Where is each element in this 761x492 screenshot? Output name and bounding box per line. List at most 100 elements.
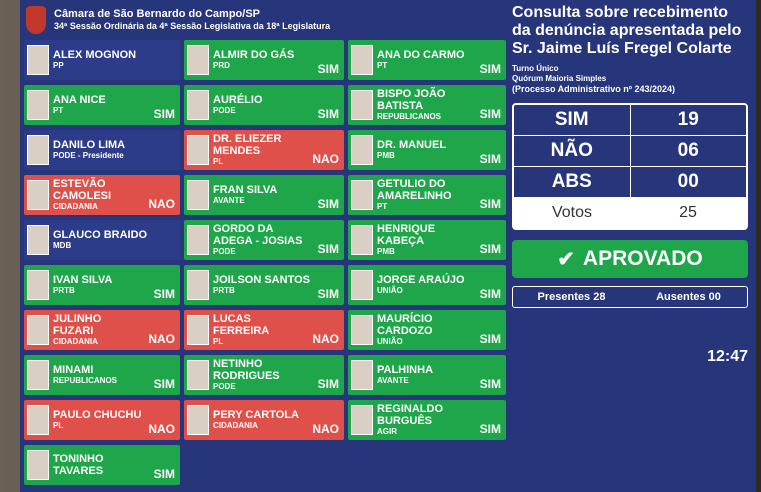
vote: SIM	[479, 377, 501, 391]
councillor-info: GETULIO DO AMARELINHO PT	[377, 178, 476, 212]
photo	[351, 180, 373, 210]
party: CIDADANIA	[53, 337, 98, 346]
councillor-info: ESTEVÃO CAMOLESI CIDADANIA	[53, 178, 144, 212]
councillor-row: ANA NICE PT SIM	[24, 85, 180, 125]
photo	[351, 315, 373, 345]
vote: SIM	[153, 287, 175, 301]
label: ABS	[514, 167, 631, 197]
councillor-name: TONINHO TAVARES	[53, 453, 104, 477]
photo	[187, 90, 209, 120]
party: PRD	[213, 61, 230, 70]
photo	[27, 315, 49, 345]
councillor-info: GLAUCO BRAIDO MDB	[53, 229, 171, 251]
councillor-row: BISPO JOÃO BATISTA REPUBLICANOS SIM	[348, 85, 506, 125]
photo	[27, 270, 49, 300]
councillor-row: MAURÍCIO CARDOZO UNIÃO SIM	[348, 310, 506, 350]
councillor-row: TONINHO TAVARES SIM	[24, 445, 180, 485]
councillor-info: DR. MANUEL PMB	[377, 139, 476, 161]
councillor-info: PAULO CHUCHU PL	[53, 409, 144, 431]
chamber-title: Câmara de São Bernardo do Campo/SP	[54, 8, 260, 20]
photo	[187, 405, 209, 435]
vote: SIM	[479, 242, 501, 256]
councillor-row: ALMIR DO GÁS PRD SIM	[184, 40, 344, 80]
photo	[27, 360, 49, 390]
vote: NAO	[148, 422, 175, 436]
vote: SIM	[317, 197, 339, 211]
photo	[187, 315, 209, 345]
councillor-row: MINAMI REPUBLICANOS SIM	[24, 355, 180, 395]
councillor-info: PALHINHA AVANTE	[377, 364, 476, 386]
party: AVANTE	[377, 376, 409, 385]
party: PMB	[377, 151, 395, 160]
photo	[351, 135, 373, 165]
party: PL	[53, 421, 64, 430]
party: UNIÃO	[377, 286, 403, 295]
label: NÃO	[514, 136, 631, 166]
party: PP	[53, 61, 64, 70]
presentes-value: 28	[593, 291, 606, 303]
councillor-info: IVAN SILVA PRTB	[53, 274, 150, 296]
councillor-info: DANILO LIMA PODE - Presidente	[53, 139, 171, 161]
councillor-row: GORDO DA ADEGA - JOSIAS PODE SIM	[184, 220, 344, 260]
session-subtitle: 34ª Sessão Ordinária da 4ª Sessão Legisl…	[54, 21, 331, 31]
party: UNIÃO	[377, 337, 403, 346]
councillor-row: AURÉLIO PODE SIM	[184, 85, 344, 125]
vote: NAO	[312, 422, 339, 436]
councillor-name: ESTEVÃO CAMOLESI	[53, 178, 112, 202]
councillor-name: BISPO JOÃO BATISTA	[377, 88, 446, 112]
councillor-name: AURÉLIO	[213, 94, 263, 106]
vote: NAO	[148, 197, 175, 211]
value: 06	[677, 140, 699, 161]
vote: SIM	[153, 377, 175, 391]
label: SIM	[514, 105, 631, 135]
councillor-info: HENRIQUE KABEÇA PMB	[377, 223, 476, 257]
party: PODE	[213, 247, 236, 256]
councillor-row: DANILO LIMA PODE - Presidente	[24, 130, 180, 170]
ausentes-value: 00	[708, 291, 721, 303]
councillor-row: GETULIO DO AMARELINHO PT SIM	[348, 175, 506, 215]
vote: SIM	[317, 62, 339, 76]
vote: SIM	[479, 422, 501, 436]
councillor-info: JULINHO FUZARI CIDADANIA	[53, 313, 144, 347]
photo	[187, 135, 209, 165]
vote: SIM	[153, 467, 175, 481]
ausentes: Ausentes 00	[630, 291, 747, 303]
value: 25	[679, 204, 697, 221]
councillor-name: DR. MANUEL	[377, 139, 447, 151]
councillor-info: BISPO JOÃO BATISTA REPUBLICANOS	[377, 88, 476, 122]
photo	[27, 225, 49, 255]
councillor-name: MAURÍCIO CARDOZO	[377, 313, 433, 337]
councillor-name: IVAN SILVA	[53, 274, 113, 286]
result-nao: NÃO 06	[514, 136, 746, 167]
vote: SIM	[317, 377, 339, 391]
party: PODE - Presidente	[53, 151, 124, 160]
photo	[187, 360, 209, 390]
councillor-row: HENRIQUE KABEÇA PMB SIM	[348, 220, 506, 260]
photo	[187, 270, 209, 300]
councillor-info: ANA DO CARMO PT	[377, 49, 476, 71]
photo	[351, 405, 373, 435]
vote: SIM	[317, 107, 339, 121]
councillor-name: JULINHO FUZARI	[53, 313, 102, 337]
councillor-name: PERY CARTOLA	[213, 409, 299, 421]
party: PT	[53, 106, 64, 115]
result-sim: SIM 19	[514, 105, 746, 136]
councillor-name: ANA NICE	[53, 94, 106, 106]
party: PODE	[213, 106, 236, 115]
councillor-info: MINAMI REPUBLICANOS	[53, 364, 150, 386]
councillor-name: FRAN SILVA	[213, 184, 278, 196]
party: PRTB	[213, 286, 235, 295]
councillor-row: JOILSON SANTOS PRTB SIM	[184, 265, 344, 305]
councillor-name: ANA DO CARMO	[377, 49, 465, 61]
photo	[27, 180, 49, 210]
councillor-name: JOILSON SANTOS	[213, 274, 310, 286]
councillor-row: LUCAS FERREIRA PL NAO	[184, 310, 344, 350]
councillor-info: NETINHO RODRIGUES PODE	[213, 358, 314, 392]
councillor-info: FRAN SILVA AVANTE	[213, 184, 314, 206]
results-table: SIM 19 NÃO 06 ABS 00 Votos 25	[512, 103, 748, 230]
processo: (Processo Administrativo nº 243/2024)	[512, 84, 676, 94]
status-text: APROVADO	[582, 247, 703, 270]
councillor-row: DR. MANUEL PMB SIM	[348, 130, 506, 170]
clock: 12:47	[707, 348, 748, 365]
councillor-name: DANILO LIMA	[53, 139, 126, 151]
